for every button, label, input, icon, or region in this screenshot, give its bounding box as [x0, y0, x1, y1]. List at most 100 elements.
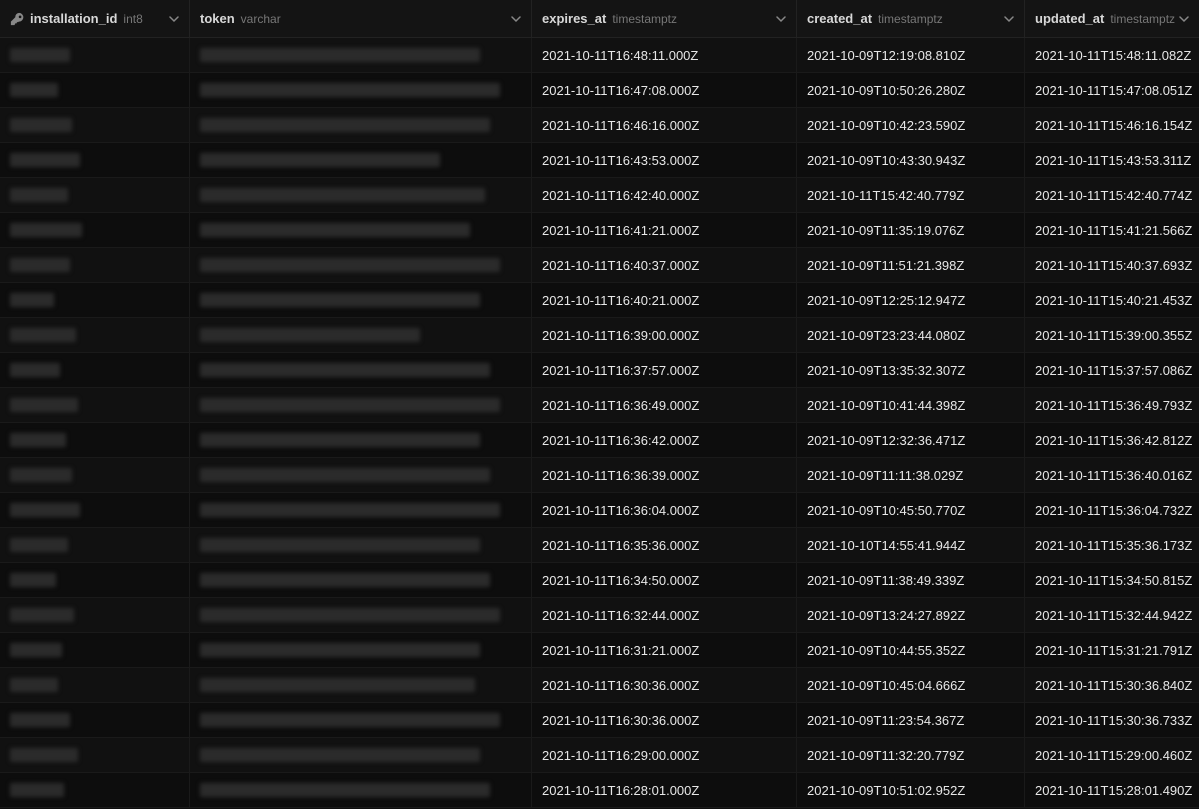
cell-created-at[interactable]: 2021-10-09T11:32:20.779Z [797, 738, 1025, 772]
cell-token[interactable] [190, 633, 532, 667]
cell-expires-at[interactable]: 2021-10-11T16:40:37.000Z [532, 248, 797, 282]
cell-updated-at[interactable]: 2021-10-11T15:40:37.693Z [1025, 248, 1199, 282]
column-header-updated_at[interactable]: updated_attimestamptz [1025, 0, 1199, 37]
table-row[interactable]: 2021-10-11T16:29:00.000Z2021-10-09T11:32… [0, 738, 1199, 773]
cell-expires-at[interactable]: 2021-10-11T16:37:57.000Z [532, 353, 797, 387]
cell-created-at[interactable]: 2021-10-09T10:43:30.943Z [797, 143, 1025, 177]
table-row[interactable]: 2021-10-11T16:31:21.000Z2021-10-09T10:44… [0, 633, 1199, 668]
cell-installation-id[interactable] [0, 353, 190, 387]
cell-token[interactable] [190, 73, 532, 107]
table-row[interactable]: 2021-10-11T16:40:21.000Z2021-10-09T12:25… [0, 283, 1199, 318]
cell-token[interactable] [190, 178, 532, 212]
table-row[interactable]: 2021-10-11T16:40:37.000Z2021-10-09T11:51… [0, 248, 1199, 283]
cell-created-at[interactable]: 2021-10-09T10:45:04.666Z [797, 668, 1025, 702]
cell-token[interactable] [190, 388, 532, 422]
cell-updated-at[interactable]: 2021-10-11T15:46:16.154Z [1025, 108, 1199, 142]
table-row[interactable]: 2021-10-11T16:36:39.000Z2021-10-09T11:11… [0, 458, 1199, 493]
cell-updated-at[interactable]: 2021-10-11T15:37:57.086Z [1025, 353, 1199, 387]
column-header-installation_id[interactable]: installation_idint8 [0, 0, 190, 37]
cell-updated-at[interactable]: 2021-10-11T15:36:40.016Z [1025, 458, 1199, 492]
cell-installation-id[interactable] [0, 248, 190, 282]
table-row[interactable]: 2021-10-11T16:34:50.000Z2021-10-09T11:38… [0, 563, 1199, 598]
cell-expires-at[interactable]: 2021-10-11T16:40:21.000Z [532, 283, 797, 317]
cell-updated-at[interactable]: 2021-10-11T15:43:53.311Z [1025, 143, 1199, 177]
cell-expires-at[interactable]: 2021-10-11T16:46:16.000Z [532, 108, 797, 142]
cell-expires-at[interactable]: 2021-10-11T16:43:53.000Z [532, 143, 797, 177]
cell-expires-at[interactable]: 2021-10-11T16:39:00.000Z [532, 318, 797, 352]
cell-installation-id[interactable] [0, 108, 190, 142]
cell-created-at[interactable]: 2021-10-09T11:51:21.398Z [797, 248, 1025, 282]
cell-token[interactable] [190, 143, 532, 177]
cell-updated-at[interactable]: 2021-10-11T15:28:01.490Z [1025, 773, 1199, 807]
cell-token[interactable] [190, 703, 532, 737]
cell-installation-id[interactable] [0, 318, 190, 352]
table-row[interactable]: 2021-10-11T16:28:01.000Z2021-10-09T10:51… [0, 773, 1199, 808]
cell-updated-at[interactable]: 2021-10-11T15:36:42.812Z [1025, 423, 1199, 457]
cell-created-at[interactable]: 2021-10-09T11:11:38.029Z [797, 458, 1025, 492]
cell-expires-at[interactable]: 2021-10-11T16:34:50.000Z [532, 563, 797, 597]
table-row[interactable]: 2021-10-11T16:47:08.000Z2021-10-09T10:50… [0, 73, 1199, 108]
cell-installation-id[interactable] [0, 388, 190, 422]
table-row[interactable]: 2021-10-11T16:43:53.000Z2021-10-09T10:43… [0, 143, 1199, 178]
cell-installation-id[interactable] [0, 283, 190, 317]
cell-created-at[interactable]: 2021-10-09T23:23:44.080Z [797, 318, 1025, 352]
chevron-down-icon[interactable] [1179, 14, 1189, 24]
cell-token[interactable] [190, 423, 532, 457]
cell-updated-at[interactable]: 2021-10-11T15:48:11.082Z [1025, 38, 1199, 72]
cell-expires-at[interactable]: 2021-10-11T16:42:40.000Z [532, 178, 797, 212]
cell-created-at[interactable]: 2021-10-09T12:32:36.471Z [797, 423, 1025, 457]
cell-expires-at[interactable]: 2021-10-11T16:35:36.000Z [532, 528, 797, 562]
cell-expires-at[interactable]: 2021-10-11T16:32:44.000Z [532, 598, 797, 632]
cell-updated-at[interactable]: 2021-10-11T15:40:21.453Z [1025, 283, 1199, 317]
cell-expires-at[interactable]: 2021-10-11T16:48:11.000Z [532, 38, 797, 72]
cell-updated-at[interactable]: 2021-10-11T15:36:49.793Z [1025, 388, 1199, 422]
cell-updated-at[interactable]: 2021-10-11T15:35:36.173Z [1025, 528, 1199, 562]
cell-token[interactable] [190, 213, 532, 247]
cell-expires-at[interactable]: 2021-10-11T16:41:21.000Z [532, 213, 797, 247]
cell-expires-at[interactable]: 2021-10-11T16:36:39.000Z [532, 458, 797, 492]
cell-updated-at[interactable]: 2021-10-11T15:31:21.791Z [1025, 633, 1199, 667]
cell-token[interactable] [190, 283, 532, 317]
cell-token[interactable] [190, 738, 532, 772]
cell-token[interactable] [190, 458, 532, 492]
cell-created-at[interactable]: 2021-10-09T10:42:23.590Z [797, 108, 1025, 142]
cell-installation-id[interactable] [0, 703, 190, 737]
cell-token[interactable] [190, 108, 532, 142]
cell-updated-at[interactable]: 2021-10-11T15:30:36.733Z [1025, 703, 1199, 737]
table-row[interactable]: 2021-10-11T16:32:44.000Z2021-10-09T13:24… [0, 598, 1199, 633]
cell-updated-at[interactable]: 2021-10-11T15:41:21.566Z [1025, 213, 1199, 247]
cell-expires-at[interactable]: 2021-10-11T16:28:01.000Z [532, 773, 797, 807]
cell-token[interactable] [190, 318, 532, 352]
cell-created-at[interactable]: 2021-10-09T13:35:32.307Z [797, 353, 1025, 387]
column-header-created_at[interactable]: created_attimestamptz [797, 0, 1025, 37]
cell-created-at[interactable]: 2021-10-09T13:24:27.892Z [797, 598, 1025, 632]
cell-installation-id[interactable] [0, 493, 190, 527]
cell-token[interactable] [190, 598, 532, 632]
chevron-down-icon[interactable] [511, 14, 521, 24]
table-row[interactable]: 2021-10-11T16:30:36.000Z2021-10-09T10:45… [0, 668, 1199, 703]
column-header-token[interactable]: tokenvarchar [190, 0, 532, 37]
cell-token[interactable] [190, 668, 532, 702]
cell-installation-id[interactable] [0, 423, 190, 457]
cell-created-at[interactable]: 2021-10-09T10:45:50.770Z [797, 493, 1025, 527]
cell-token[interactable] [190, 563, 532, 597]
table-row[interactable]: 2021-10-11T16:48:11.000Z2021-10-09T12:19… [0, 38, 1199, 73]
cell-installation-id[interactable] [0, 563, 190, 597]
cell-updated-at[interactable]: 2021-10-11T15:39:00.355Z [1025, 318, 1199, 352]
cell-created-at[interactable]: 2021-10-09T10:41:44.398Z [797, 388, 1025, 422]
table-row[interactable]: 2021-10-11T16:36:04.000Z2021-10-09T10:45… [0, 493, 1199, 528]
table-row[interactable]: 2021-10-11T16:39:00.000Z2021-10-09T23:23… [0, 318, 1199, 353]
cell-token[interactable] [190, 248, 532, 282]
cell-updated-at[interactable]: 2021-10-11T15:29:00.460Z [1025, 738, 1199, 772]
cell-updated-at[interactable]: 2021-10-11T15:32:44.942Z [1025, 598, 1199, 632]
cell-expires-at[interactable]: 2021-10-11T16:36:04.000Z [532, 493, 797, 527]
table-row[interactable]: 2021-10-11T16:37:57.000Z2021-10-09T13:35… [0, 353, 1199, 388]
cell-expires-at[interactable]: 2021-10-11T16:30:36.000Z [532, 668, 797, 702]
cell-created-at[interactable]: 2021-10-09T10:44:55.352Z [797, 633, 1025, 667]
table-row[interactable]: 2021-10-11T16:36:49.000Z2021-10-09T10:41… [0, 388, 1199, 423]
cell-expires-at[interactable]: 2021-10-11T16:36:42.000Z [532, 423, 797, 457]
table-row[interactable]: 2021-10-11T16:42:40.000Z2021-10-11T15:42… [0, 178, 1199, 213]
table-row[interactable]: 2021-10-11T16:30:36.000Z2021-10-09T11:23… [0, 703, 1199, 738]
table-row[interactable]: 2021-10-11T16:36:42.000Z2021-10-09T12:32… [0, 423, 1199, 458]
chevron-down-icon[interactable] [1004, 14, 1014, 24]
